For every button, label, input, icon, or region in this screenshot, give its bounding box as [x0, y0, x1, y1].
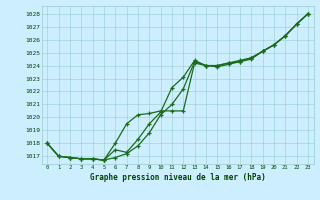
X-axis label: Graphe pression niveau de la mer (hPa): Graphe pression niveau de la mer (hPa)	[90, 173, 266, 182]
